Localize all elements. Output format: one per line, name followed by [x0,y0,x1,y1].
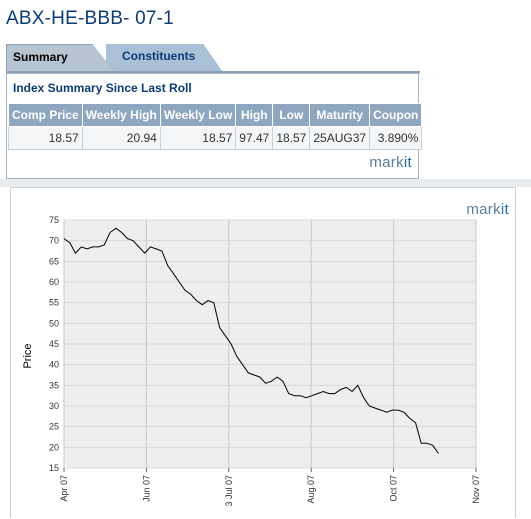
index-summary-table: Comp Price Weekly High Weekly Low High L… [8,103,423,150]
y-tick-label: 40 [49,360,59,370]
column-header-low: Low [272,103,311,127]
index-summary-panel: Index Summary Since Last Roll Comp Price… [6,73,423,179]
cell-coupon: 3.890% [369,126,423,150]
y-tick-label: 75 [49,215,59,225]
index-summary-heading: Index Summary Since Last Roll [13,81,192,95]
price-chart-panel: markit 15 20 25 30 35 40 45 50 55 60 65 70 75 Apr 07 J… [10,187,516,518]
cell-low: 18.57 [272,126,311,150]
table-row: 18.57 20.94 18.57 97.47 18.57 25AUG37 3.… [8,126,423,150]
markit-logo: markit [369,154,412,171]
cell-maturity: 25AUG37 [309,126,371,150]
column-header-weekly-high: Weekly High [81,103,161,127]
y-tick-label: 30 [49,401,59,411]
table-header-row: Comp Price Weekly High Weekly Low High L… [8,103,423,127]
price-line-chart: 15 20 25 30 35 40 45 50 55 60 65 70 75 Apr 07 Jun 07 3 … [22,215,481,507]
y-tick-label: 25 [49,422,59,432]
page-title: ABX-HE-BBB- 07-1 [6,8,174,29]
column-header-weekly-low: Weekly Low [159,103,237,127]
x-tick-label: Aug 07 [306,475,316,504]
x-tick-label: Apr 07 [59,475,69,502]
y-tick-label: 50 [49,318,59,328]
section-divider [0,179,531,187]
y-tick-label: 20 [49,442,59,452]
y-axis-label: Price [22,343,34,368]
tab-bar: Constituents Summary [6,44,420,72]
series-line [63,227,439,454]
y-tick-label: 15 [49,463,59,473]
y-tick-label: 60 [49,277,59,287]
markit-logo-chart: markit [466,201,509,218]
y-tick-label: 70 [49,236,59,246]
markit-logo-suffix: it [500,201,509,218]
y-tick-label: 45 [49,339,59,349]
y-tick-label: 55 [49,298,59,308]
column-header-comp-price: Comp Price [8,103,83,127]
cell-high: 97.47 [235,126,274,150]
column-header-maturity: Maturity [309,103,371,127]
tab-summary[interactable]: Summary [6,44,114,71]
column-header-coupon: Coupon [369,103,423,127]
cell-weekly-high: 20.94 [81,126,161,150]
markit-logo-suffix: it [403,154,412,171]
cell-weekly-low: 18.57 [159,126,237,150]
x-tick-label: Oct 07 [389,475,399,502]
column-header-high: High [235,103,274,127]
x-tick-label: Jun 07 [141,475,151,502]
cell-comp-price: 18.57 [8,126,83,150]
y-tick-label: 65 [49,256,59,266]
x-tick-label: Nov 07 [471,475,481,504]
tab-underline [6,71,420,73]
tab-constituents[interactable]: Constituents [106,44,222,71]
markit-logo-prefix: mark [466,201,501,218]
markit-logo-prefix: mark [369,154,404,171]
x-tick-label: 3 Jul 07 [224,475,234,507]
y-tick-label: 35 [49,380,59,390]
